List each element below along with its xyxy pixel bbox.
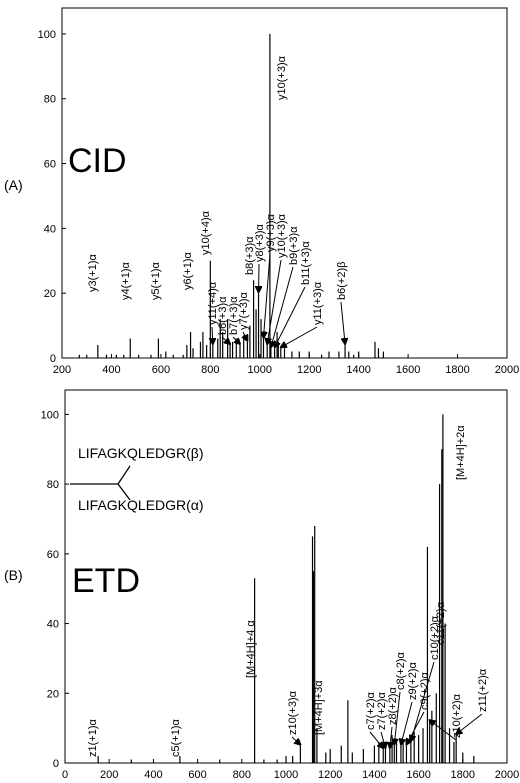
y-tick-label: 100 (38, 29, 56, 41)
x-tick-label: 1400 (362, 769, 386, 781)
label-arrow (401, 701, 413, 745)
y-tick-label: 80 (47, 479, 59, 491)
method-title: ETD (72, 562, 140, 600)
x-tick-label: 0 (62, 769, 68, 781)
peak-label: c5(+1)α (170, 719, 182, 757)
peak-label: y8(+3)α (254, 224, 266, 262)
peak-label: z10(+2)α (451, 693, 463, 738)
panel-label: (B) (4, 567, 23, 583)
y-tick-label: 60 (44, 159, 56, 171)
peak-label: y6(+1)α (182, 252, 194, 290)
peak-label: y10(+3)α (276, 55, 288, 100)
y-tick-label: 0 (50, 353, 56, 365)
sequence-beta: LIFAGKQLEDGR(β) (78, 445, 204, 461)
peak-label: c8(+2)α (395, 652, 407, 690)
peak-label: y4(+1)α (120, 262, 132, 300)
label-arrow (411, 661, 435, 741)
sequence-alpha: LIFAGKQLEDGR(α) (78, 497, 204, 513)
crosslink (70, 465, 131, 501)
peak-label: y7(+3)α (238, 292, 250, 330)
peak-label: b8(+3)α (244, 236, 256, 275)
label-arrow (212, 326, 213, 344)
y-tick-label: 40 (47, 619, 59, 631)
peak-label: b11(+3)α (300, 241, 312, 285)
label-arrow (394, 691, 401, 745)
label-arrow (263, 253, 271, 338)
label-arrow (291, 736, 300, 745)
x-tick-label: 200 (53, 364, 71, 376)
peak-label: y10(+3)α (276, 213, 288, 258)
y-tick-label: 100 (41, 409, 59, 421)
x-tick-label: 400 (144, 769, 162, 781)
peak-label: z11(+2)α (477, 668, 489, 712)
x-tick-label: 200 (100, 769, 118, 781)
x-tick-label: 800 (201, 364, 219, 376)
y-tick-label: 80 (44, 94, 56, 106)
peak-label: [M+4H]+4 α (245, 620, 257, 678)
x-tick-label: 1800 (451, 769, 475, 781)
y-tick-label: 40 (44, 223, 56, 235)
panel-label: (A) (4, 177, 23, 193)
label-arrow (406, 711, 425, 745)
label-arrow (221, 336, 230, 344)
x-tick-label: 1400 (346, 364, 370, 376)
peak-label: y11(+4)α (207, 281, 219, 325)
label-arrow (275, 286, 306, 347)
x-tick-label: 1200 (297, 364, 321, 376)
peak-label: y10(+4)α (200, 210, 212, 255)
peak-label: z8(+2)α (387, 687, 399, 725)
peak-label: y5(+1)α (150, 262, 162, 300)
x-tick-label: 2000 (495, 769, 519, 781)
label-arrow (381, 731, 385, 748)
label-arrow (267, 259, 282, 344)
method-title: CID (68, 142, 127, 180)
peak-label: b6(+2)β (336, 262, 348, 300)
x-tick-label: 1000 (248, 364, 272, 376)
label-arrow (271, 266, 294, 347)
x-tick-label: 600 (152, 364, 170, 376)
peak-label: y9(+3)α (265, 214, 277, 252)
label-arrow (281, 326, 318, 347)
y-tick-label: 20 (47, 688, 59, 700)
peak-label: c11(+2)α (435, 601, 447, 645)
peak-label: z10(+3)α (287, 690, 299, 735)
peak-label: c10(+2)α (429, 615, 441, 660)
x-tick-label: 1000 (274, 769, 298, 781)
peak-label: b9(+3)α (288, 226, 300, 265)
label-arrow (390, 726, 392, 748)
x-tick-label: 2000 (495, 364, 519, 376)
peak-label: z7(+2)α (376, 692, 388, 730)
y-tick-label: 60 (47, 549, 59, 561)
label-arrow (456, 713, 483, 734)
x-tick-label: 800 (233, 769, 251, 781)
x-tick-label: 1600 (406, 769, 430, 781)
x-tick-label: 1800 (445, 364, 469, 376)
peak-label: c7(+2)α (365, 692, 377, 730)
x-tick-label: 400 (102, 364, 120, 376)
peak-label: b7(+3)α (228, 296, 240, 335)
label-arrow (243, 331, 247, 341)
x-tick-label: 1200 (318, 769, 342, 781)
y-tick-label: 20 (44, 288, 56, 300)
label-arrow (340, 301, 345, 344)
x-tick-label: 1600 (396, 364, 420, 376)
peak-label: [M+4H]+2α (455, 425, 467, 480)
peak-label: [M+4H]+3α (313, 680, 325, 735)
y-tick-label: 0 (53, 758, 59, 770)
peak-label: y11(+3)α (312, 281, 324, 325)
peak-label: z9(+2)α (407, 662, 419, 700)
peak-label: z1(+1)α (87, 719, 99, 757)
peak-label: y3(+1)α (87, 254, 99, 292)
x-tick-label: 600 (188, 769, 206, 781)
